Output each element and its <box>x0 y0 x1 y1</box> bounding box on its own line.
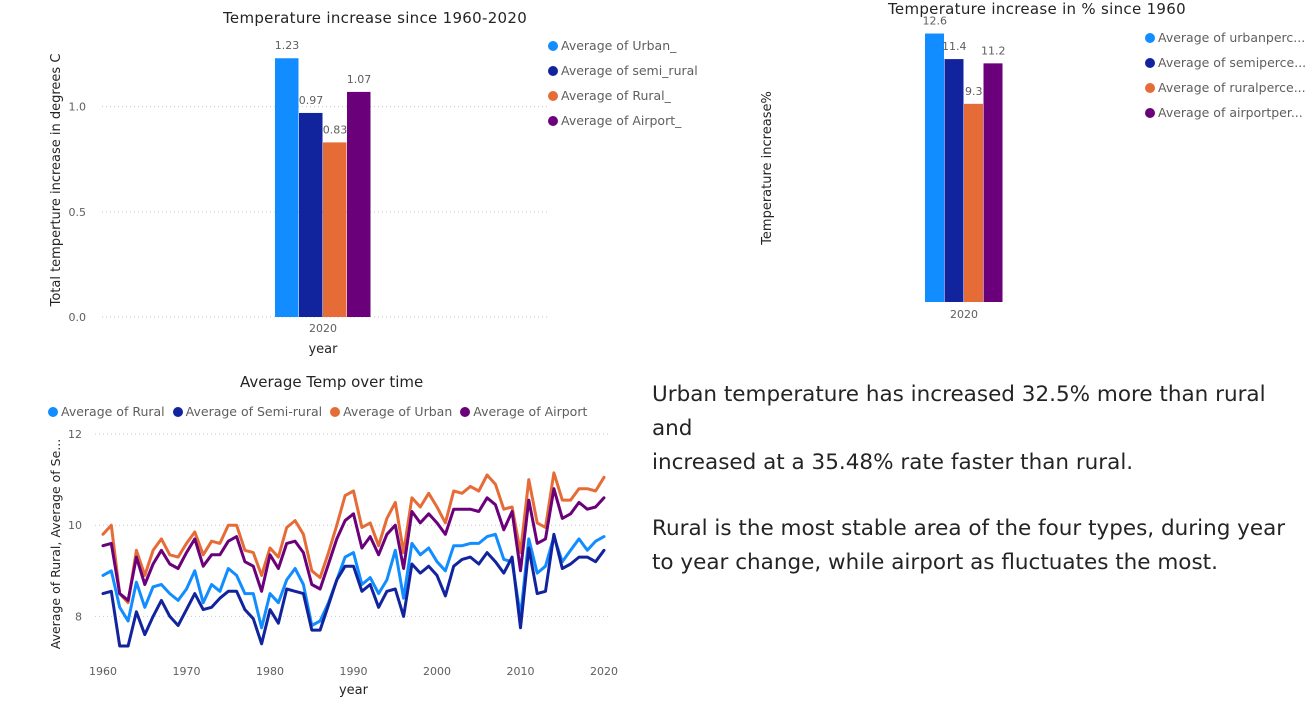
data-label: 11.2 <box>981 44 1006 57</box>
legend-marker <box>172 406 183 417</box>
data-label: 9.3 <box>965 85 983 98</box>
y-tick-label: 12 <box>68 428 82 441</box>
legend-item[interactable]: Average of Rural <box>48 404 165 419</box>
chart-legend: Average of Rural Average of Semi-rural Ave… <box>48 404 595 419</box>
y-axis-title: Total temperture increase in degrees C <box>49 54 64 308</box>
x-axis-title: year <box>339 683 369 698</box>
bar-chart-plot: 12.6 11.4 9.3 11.2 2020 Temperature increase% <box>760 15 1006 321</box>
insight-line: Urban temperature has increased 32.5% mo… <box>652 382 1266 441</box>
chart-legend: Average of Urban_ Average of semi_rural Av… <box>548 33 698 133</box>
x-tick-label: 1980 <box>256 665 284 678</box>
x-tick-label: 2000 <box>423 665 451 678</box>
insight-line: Rural is the most stable area of the fou… <box>652 516 1286 541</box>
legend-marker <box>460 406 471 417</box>
y-axis-title: Average of Rural, Average of Se... <box>48 439 63 649</box>
bar <box>323 142 347 317</box>
insight-line: to year change, while airport as fluctua… <box>652 550 1218 575</box>
data-label: 12.6 <box>923 15 948 28</box>
legend-item[interactable]: Average of ruralperce... <box>1145 75 1306 100</box>
x-tick-label: 2020 <box>309 322 337 335</box>
chart-title: Temperature increase since 1960-2020 <box>223 9 528 27</box>
legend-item[interactable]: Average of Urban_ <box>548 33 698 58</box>
legend-label: Average of semi_rural <box>561 63 698 78</box>
bar <box>275 58 299 317</box>
chart-title: Average Temp over time <box>240 373 424 391</box>
legend-marker <box>1145 32 1155 43</box>
legend-item[interactable]: Average of Semi-rural <box>172 404 323 419</box>
series-line <box>101 487 606 602</box>
y-axis-title: Temperature increase% <box>760 91 775 246</box>
x-tick-label: 2020 <box>590 665 618 678</box>
chart-legend: Average of urbanperc... Average of semipe… <box>1145 25 1306 125</box>
legend-marker <box>548 65 558 76</box>
y-tick-label: 0.0 <box>69 311 87 324</box>
bar <box>299 112 323 318</box>
series-line <box>101 471 606 605</box>
legend-label: Average of Urban <box>343 404 453 419</box>
x-axis-title: year <box>308 342 338 357</box>
average-temp-line-chart[interactable]: Average Temp over time Average of Rural A… <box>0 365 640 702</box>
data-label: 1.23 <box>275 39 300 52</box>
legend-marker <box>330 406 341 417</box>
insight-paragraph-2: Rural is the most stable area of the fou… <box>652 512 1312 580</box>
bar <box>983 63 1003 302</box>
legend-marker <box>1145 57 1155 68</box>
legend-item[interactable]: Average of semiperce... <box>1145 50 1306 75</box>
data-label: 0.83 <box>323 123 348 136</box>
legend-label: Average of urbanperc... <box>1158 30 1306 45</box>
legend-item[interactable]: Average of semi_rural <box>548 58 698 83</box>
y-tick-label: 10 <box>68 519 82 532</box>
legend-label: Average of airportper... <box>1158 105 1303 120</box>
legend-label: Average of Urban_ <box>561 38 677 53</box>
legend-marker <box>548 115 558 126</box>
bar-chart-plot: 0.0 0.5 1.0 1.23 0.97 0.83 1.07 2020 year Total t… <box>49 39 548 357</box>
series-line <box>101 532 606 648</box>
y-tick-label: 8 <box>75 610 82 623</box>
legend-item[interactable]: Average of Airport <box>460 404 587 419</box>
x-tick-label: 1970 <box>173 665 201 678</box>
bar <box>964 103 983 302</box>
data-label: 11.4 <box>942 40 967 53</box>
legend-item[interactable]: Average of airportper... <box>1145 100 1306 125</box>
insight-text-block: Urban temperature has increased 32.5% mo… <box>652 378 1312 580</box>
y-tick-label: 0.5 <box>69 206 87 219</box>
x-tick-label: 2020 <box>950 308 978 321</box>
bar <box>925 33 944 303</box>
y-tick-label: 1.0 <box>69 101 87 114</box>
legend-label: Average of Semi-rural <box>185 404 323 419</box>
bar <box>944 59 964 302</box>
line-chart-plot: 8 10 12 1960 1970 1980 1990 2000 2010 2020 year Ave… <box>48 428 618 698</box>
legend-label: Average of ruralperce... <box>1158 80 1306 95</box>
legend-marker <box>48 406 58 417</box>
x-tick-label: 1990 <box>340 665 368 678</box>
legend-item[interactable]: Average of Urban <box>330 404 452 419</box>
chart-title: Temperature increase in % since 1960 <box>888 0 1186 18</box>
legend-marker <box>1145 82 1155 93</box>
legend-label: Average of Rural_ <box>561 88 671 103</box>
legend-marker <box>548 40 558 51</box>
x-tick-label: 1960 <box>89 665 117 678</box>
legend-label: Average of semiperce... <box>1158 55 1307 70</box>
x-tick-label: 2010 <box>507 665 535 678</box>
temperature-increase-chart[interactable]: Temperature increase since 1960-2020 0.0… <box>40 0 698 365</box>
legend-item[interactable]: Average of Rural_ <box>548 83 698 108</box>
legend-item[interactable]: Average of Airport_ <box>548 108 698 133</box>
insight-paragraph-1: Urban temperature has increased 32.5% mo… <box>652 378 1312 480</box>
legend-item[interactable]: Average of urbanperc... <box>1145 25 1306 50</box>
legend-marker <box>1145 107 1155 118</box>
legend-label: Average of Airport_ <box>561 113 682 128</box>
data-label: 0.97 <box>299 94 324 107</box>
temperature-percent-chart[interactable]: Temperature increase in % since 1960 12.… <box>745 0 1313 330</box>
legend-marker <box>548 90 558 101</box>
legend-label: Average of Airport <box>473 404 588 419</box>
bar <box>347 91 371 317</box>
insight-line: increased at a 35.48% rate faster than r… <box>652 450 1134 475</box>
data-label: 1.07 <box>347 73 372 86</box>
legend-label: Average of Rural <box>61 404 165 419</box>
